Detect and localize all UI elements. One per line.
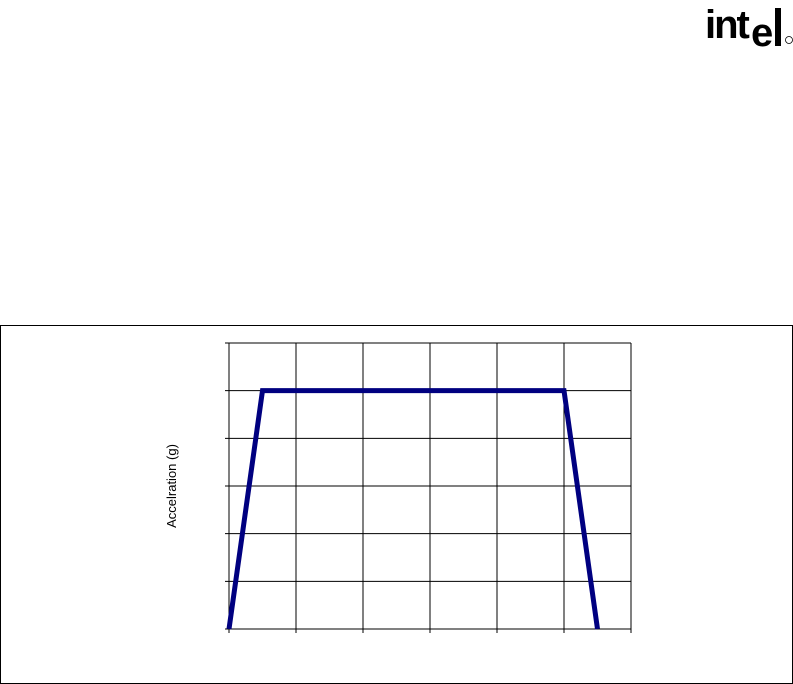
- series-line: [226, 388, 600, 630]
- svg-text:int: int: [705, 3, 750, 47]
- svg-text:e: e: [751, 11, 773, 52]
- intel-logo: int e: [705, 3, 793, 52]
- y-axis-label: Accelration (g): [164, 444, 179, 528]
- grid: [225, 342, 632, 633]
